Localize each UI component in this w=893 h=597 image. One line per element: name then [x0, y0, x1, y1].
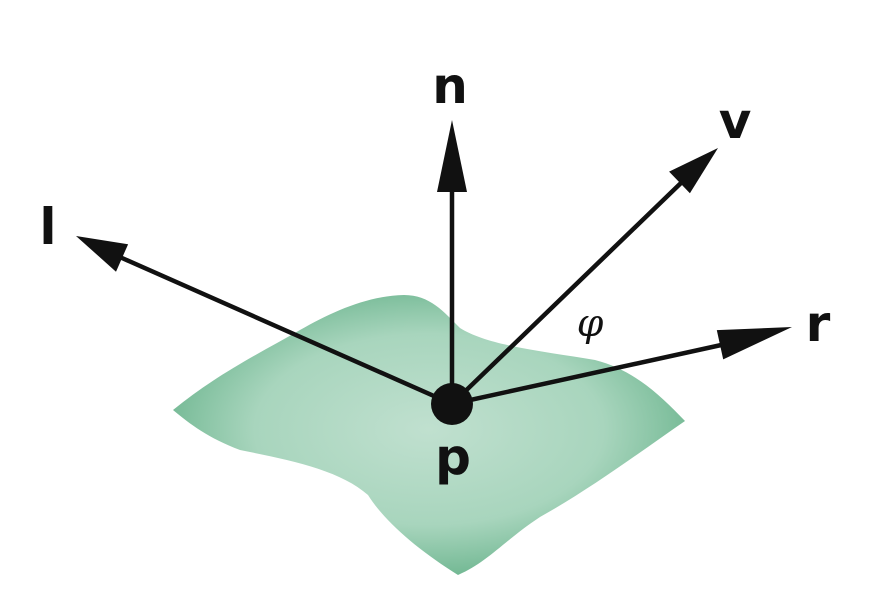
point-p-label: p: [435, 428, 471, 486]
angle-phi-label: φ: [577, 301, 604, 345]
vector-n-arrowhead: [437, 120, 467, 192]
vector-r-label: r: [806, 295, 831, 353]
vector-l-label: l: [39, 198, 56, 256]
vector-r-arrowhead: [716, 327, 792, 360]
surface-patch: [173, 295, 685, 575]
vector-n-label: n: [432, 57, 468, 115]
surface-point-icon: [431, 383, 473, 425]
vector-r-shaft: [449, 337, 747, 407]
vector-v-shaft: [449, 179, 685, 407]
vector-v-label: v: [719, 92, 752, 150]
vector-l-arrowhead: [76, 236, 129, 272]
vector-l-shaft: [119, 255, 455, 407]
vector-v-arrowhead: [669, 148, 718, 194]
